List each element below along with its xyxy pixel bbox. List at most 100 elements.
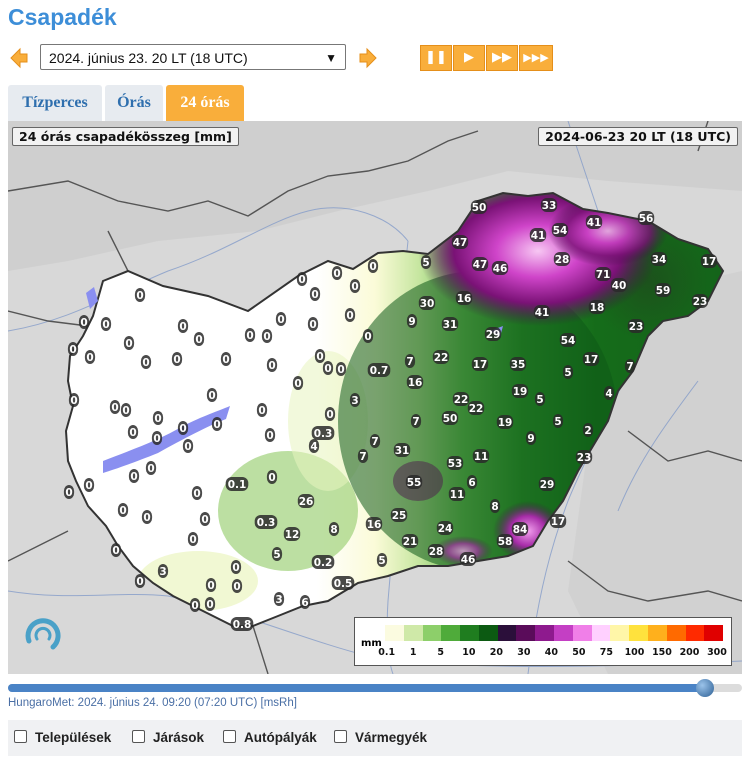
svg-text:6: 6: [468, 477, 475, 489]
station-value: 22: [432, 350, 450, 364]
station-value: 0: [193, 332, 205, 346]
station-value: 0: [220, 352, 232, 366]
legend-color-swatch: [403, 625, 423, 641]
fastest-forward-button[interactable]: ▶▶▶: [519, 45, 553, 71]
station-value: 23: [691, 294, 709, 308]
svg-text:0: 0: [268, 472, 275, 484]
station-value: 0: [152, 411, 164, 425]
tab-oras[interactable]: Órás: [105, 85, 163, 121]
chevron-down-icon: ▼: [325, 51, 337, 65]
tab-24-oras[interactable]: 24 órás: [166, 85, 244, 121]
station-value: 0: [266, 358, 278, 372]
legend-box: mm 0.1 1 5 10 20 30 40 50 75 100 150 200 300: [354, 617, 732, 666]
station-value: 0.2: [311, 555, 335, 569]
play-button[interactable]: ▶: [453, 45, 485, 71]
station-value: 31: [441, 317, 459, 331]
station-value: 19: [496, 415, 514, 429]
timeline-slider[interactable]: [8, 679, 742, 697]
station-value: 0: [141, 510, 153, 524]
svg-text:0: 0: [143, 512, 150, 524]
checkbox-telepulesek[interactable]: [14, 730, 27, 743]
precipitation-map[interactable]: 50 33 41 56 47 41 54 28 34 17 5 47 46 71 40 59 23 30 16 41 1…: [8, 121, 742, 674]
timeline-progress: [8, 684, 706, 692]
svg-text:0: 0: [208, 390, 215, 402]
tab-tizperces[interactable]: Tízperces: [8, 85, 102, 121]
svg-text:0: 0: [207, 580, 214, 592]
legend-tick-label: 50: [572, 647, 586, 658]
next-arrow-icon[interactable]: [358, 47, 378, 69]
station-value: 0: [204, 597, 216, 611]
svg-text:11: 11: [474, 451, 489, 463]
legend-color-swatch: [610, 625, 630, 641]
legend-unit: mm: [361, 638, 382, 649]
checkbox-autopalyak[interactable]: [223, 730, 236, 743]
svg-text:21: 21: [403, 536, 418, 548]
station-value: 29: [484, 327, 502, 341]
svg-text:7: 7: [626, 361, 633, 373]
layer-option-jarasok[interactable]: Járások: [132, 730, 204, 745]
legend-tick-label: 20: [489, 647, 503, 658]
svg-text:5: 5: [422, 257, 429, 269]
station-value: 0: [182, 439, 194, 453]
svg-text:46: 46: [461, 554, 476, 566]
station-value: 2: [582, 423, 594, 437]
layer-option-varmegyek[interactable]: Vármegyék: [334, 730, 427, 745]
svg-text:0: 0: [102, 319, 109, 331]
svg-text:0: 0: [173, 354, 180, 366]
station-value: 7: [410, 414, 422, 428]
pause-icon: ❚❚: [425, 50, 447, 65]
station-value: 41: [533, 305, 551, 319]
legend-color-swatch: [460, 625, 479, 641]
station-value: 46: [459, 552, 477, 566]
svg-text:23: 23: [577, 452, 592, 464]
svg-text:0: 0: [258, 405, 265, 417]
svg-text:19: 19: [498, 417, 513, 429]
svg-text:3: 3: [275, 594, 282, 606]
svg-text:0: 0: [346, 310, 353, 322]
station-value: 0: [296, 272, 308, 286]
svg-text:3: 3: [159, 566, 166, 578]
legend-color-swatch: [497, 625, 517, 641]
station-value: 4: [603, 386, 615, 400]
svg-text:0.2: 0.2: [314, 557, 333, 569]
fast-forward-button[interactable]: ▶▶: [486, 45, 518, 71]
layer-option-telepulesek[interactable]: Települések: [14, 730, 111, 745]
svg-text:7: 7: [406, 356, 413, 368]
time-select[interactable]: 2024. június 23. 20 LT (18 UTC) ▼: [40, 44, 346, 70]
legend-tick-label: 10: [462, 647, 476, 658]
station-value: 17: [700, 254, 718, 268]
map-timestamp: 2024-06-23 20 LT (18 UTC): [538, 127, 738, 146]
station-value: 41: [585, 215, 603, 229]
svg-text:8: 8: [330, 524, 337, 536]
timeline-handle[interactable]: [696, 679, 715, 697]
station-value: 0.3: [311, 426, 335, 440]
svg-text:34: 34: [652, 254, 667, 266]
station-value: 0: [177, 319, 189, 333]
station-value: 24: [436, 521, 454, 535]
checkbox-varmegyek[interactable]: [334, 730, 347, 743]
legend-color-swatch: [478, 625, 498, 641]
station-value: 0: [211, 417, 223, 431]
station-value: 5: [420, 255, 432, 269]
svg-text:50: 50: [443, 413, 458, 425]
station-value: 71: [594, 267, 612, 281]
checkbox-jarasok[interactable]: [132, 730, 145, 743]
fast-forward-icon: ▶▶: [492, 50, 512, 65]
layer-option-autopalyak[interactable]: Autópályák: [223, 730, 317, 745]
station-value: 17: [549, 514, 567, 528]
station-value: 0: [307, 317, 319, 331]
credit-text: HungaroMet: 2024. június 24. 09:20 (07:2…: [8, 697, 297, 709]
station-value: 0: [117, 503, 129, 517]
svg-text:25: 25: [392, 510, 407, 522]
legend-color-swatch: [647, 625, 667, 641]
station-value: 3: [273, 592, 285, 606]
pause-button[interactable]: ❚❚: [420, 45, 452, 71]
svg-text:0: 0: [266, 430, 273, 442]
station-value: 9: [406, 314, 418, 328]
station-value: 0: [331, 266, 343, 280]
mountain-shade: [8, 121, 742, 271]
svg-text:28: 28: [429, 546, 444, 558]
svg-text:0: 0: [142, 357, 149, 369]
previous-arrow-icon[interactable]: [9, 47, 29, 69]
legend-tick-label: 300: [707, 647, 727, 658]
